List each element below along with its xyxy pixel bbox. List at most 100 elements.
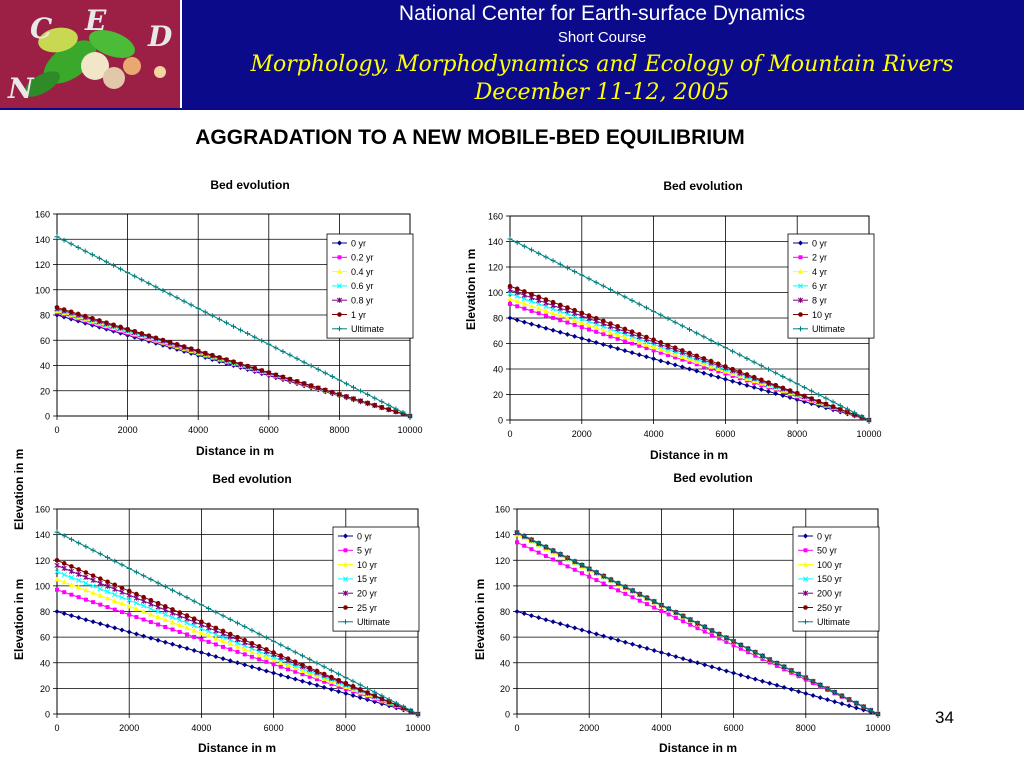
legend-label: 150 yr — [817, 574, 842, 584]
x-tick-label: 0 — [54, 723, 59, 733]
data-point — [162, 611, 168, 618]
data-point — [709, 627, 715, 633]
y-tick-label: 40 — [493, 365, 503, 375]
data-point — [615, 332, 621, 338]
x-tick-label: 2000 — [119, 723, 139, 733]
data-point — [680, 656, 686, 662]
data-point — [708, 363, 714, 369]
data-point — [579, 562, 585, 568]
data-point — [98, 576, 103, 581]
data-point — [104, 583, 111, 589]
legend-label: 0.6 yr — [351, 281, 374, 291]
data-point — [393, 409, 399, 414]
data-point — [781, 664, 787, 670]
data-point — [314, 682, 320, 688]
x-tick-label: 0 — [507, 429, 512, 439]
data-point — [752, 649, 758, 655]
data-point — [824, 686, 830, 692]
data-point — [206, 605, 212, 611]
legend-label: 15 yr — [357, 574, 377, 584]
data-point — [286, 667, 291, 672]
data-point — [658, 650, 664, 655]
data-point — [141, 594, 146, 600]
data-point — [112, 586, 118, 592]
data-point — [758, 363, 764, 369]
data-point — [177, 643, 183, 649]
data-point — [89, 252, 95, 258]
data-point — [687, 359, 692, 364]
data-point — [256, 652, 262, 657]
data-point — [586, 565, 592, 571]
data-point — [551, 315, 556, 320]
x-tick-label: 4000 — [188, 425, 208, 435]
data-point — [68, 241, 74, 247]
data-point — [231, 359, 236, 365]
series-ultimate — [54, 529, 421, 717]
series-10-yr — [507, 283, 872, 423]
data-point — [400, 409, 406, 415]
legend-label: 8 yr — [812, 296, 827, 306]
y-tick-label: 40 — [500, 658, 510, 668]
data-point — [765, 388, 771, 394]
data-point — [644, 645, 650, 651]
data-point — [572, 307, 577, 313]
y-tick-label: 80 — [500, 607, 510, 617]
data-point — [242, 652, 247, 657]
data-point — [694, 362, 699, 367]
data-point — [529, 547, 534, 552]
data-point — [594, 578, 599, 583]
data-point — [543, 554, 548, 559]
data-point — [163, 604, 168, 609]
data-point — [715, 361, 721, 367]
data-point — [278, 642, 284, 648]
data-point — [213, 609, 219, 615]
data-point — [694, 368, 700, 374]
data-point — [522, 289, 527, 294]
data-point — [307, 665, 313, 671]
data-point — [148, 620, 153, 625]
data-point — [299, 653, 305, 659]
data-point — [543, 544, 549, 550]
data-point — [126, 629, 132, 635]
legend-marker — [803, 533, 808, 539]
data-point — [314, 673, 320, 679]
data-point — [550, 619, 556, 625]
data-point — [801, 384, 807, 390]
legend-marker — [798, 326, 803, 332]
y-tick-label: 140 — [35, 530, 50, 540]
data-point — [177, 629, 182, 634]
data-point — [160, 288, 166, 294]
data-point — [737, 380, 743, 386]
data-point — [607, 329, 614, 335]
data-point — [830, 404, 836, 409]
data-point — [249, 640, 255, 646]
data-point — [97, 586, 103, 592]
data-point — [716, 369, 721, 374]
legend: 0 yr 0.2 yr 0.4 yr 0.6 yr 0.8 yr 1 yr Ultimate — [326, 233, 414, 339]
data-point — [737, 369, 743, 375]
data-point — [227, 616, 233, 622]
data-point — [796, 688, 802, 694]
data-point — [119, 562, 125, 568]
data-point — [54, 609, 60, 614]
data-point — [716, 631, 722, 637]
data-point — [765, 366, 771, 372]
chart-plot: 0 20 40 60 80 100 120 140 160 0 2000 4000 6000 8000 10… — [35, 210, 423, 436]
data-point — [139, 331, 145, 336]
data-point — [68, 582, 75, 587]
data-point — [593, 325, 599, 330]
data-point — [174, 342, 180, 347]
data-point — [213, 635, 219, 641]
data-point — [54, 569, 60, 575]
y-tick-label: 120 — [35, 260, 50, 270]
data-point — [139, 277, 145, 283]
x-tick-label: 4000 — [644, 429, 664, 439]
data-point — [622, 326, 628, 332]
data-point — [731, 638, 737, 644]
data-point — [198, 650, 204, 655]
data-point — [264, 659, 269, 664]
chart-bed-evolution-2: Bed evolution Elevation in m Distance in… — [455, 170, 915, 470]
data-point — [528, 303, 535, 309]
data-point — [665, 342, 671, 348]
legend-label: 0 yr — [812, 238, 827, 248]
